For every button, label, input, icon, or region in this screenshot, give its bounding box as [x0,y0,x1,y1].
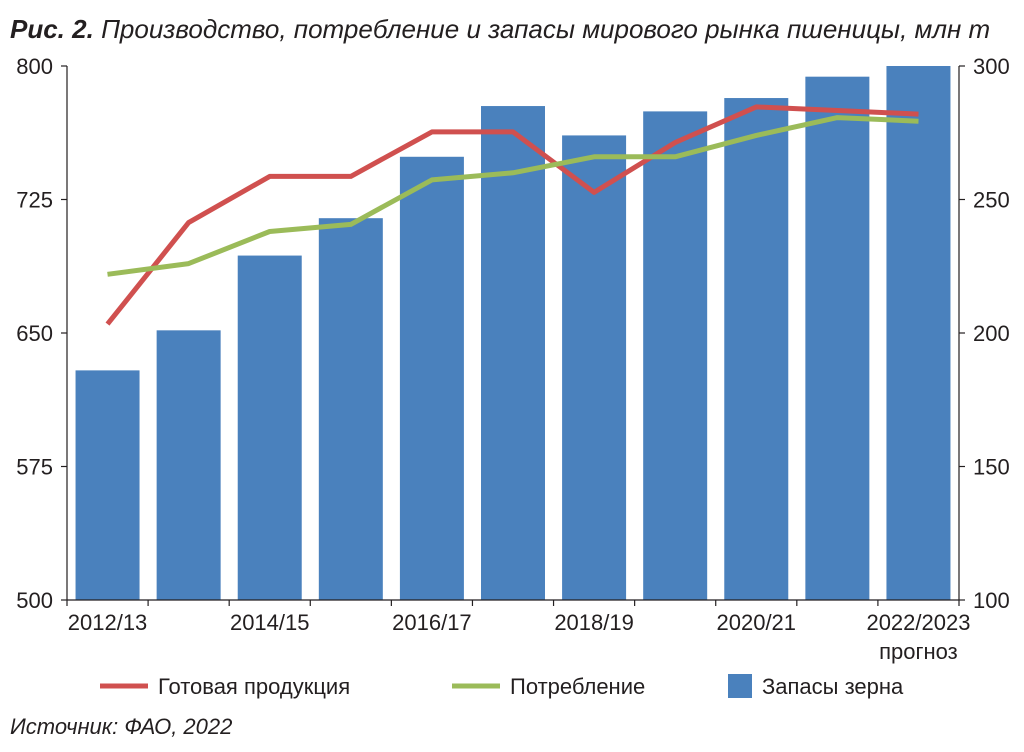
bar-stocks-10 [886,66,951,600]
legend-production-label: Готовая продукция [158,674,350,699]
bar-stocks-4 [399,156,464,600]
x-tick-label: 2018/19 [554,610,634,635]
title-text: Производство, потребление и запасы миров… [101,14,991,44]
x-tick-label: 2022/2023 [866,610,970,635]
y-left-tick-label: 500 [16,588,53,613]
lines-layer [105,104,919,326]
x-tick-label: 2014/15 [230,610,310,635]
legend-stocks-swatch [728,674,752,698]
bar-stocks-7 [643,111,708,600]
y-right-tick-label: 250 [973,188,1010,213]
source-note: Источник: ФАО, 2022 [10,714,233,739]
axes-layer: 800 725 650 575 500 300 250 200 150 100 2012/13 201… [16,54,1009,664]
x-tick-label: 2020/21 [717,610,797,635]
y-left-tick-label: 800 [16,54,53,79]
y-left-tick-label: 650 [16,321,53,346]
x-tick-sublabel: прогноз [879,639,958,664]
figure-number: Рис. 2. [10,14,94,44]
bar-stocks-3 [318,218,383,600]
line-production [105,104,919,326]
y-right-tick-label: 300 [973,54,1010,79]
line-consumption [107,115,919,277]
y-right-tick-label: 150 [973,455,1010,480]
y-right-tick-label: 200 [973,321,1010,346]
x-tick-label: 2016/17 [392,610,472,635]
bar-stocks-2 [237,255,302,600]
y-left-tick-label: 725 [16,188,53,213]
bars-layer [75,66,951,601]
bar-stocks-9 [805,76,870,601]
bar-stocks-1 [156,330,221,600]
legend-stocks-label: Запасы зерна [762,674,904,699]
x-tick-label: 2012/13 [68,610,148,635]
y-right-tick-label: 100 [973,588,1010,613]
chart-title: Рис. 2. Производство, потребление и запа… [10,14,990,45]
bar-stocks-8 [724,98,789,600]
y-left-tick-label: 575 [16,455,53,480]
bar-stocks-0 [75,370,140,600]
legend: Готовая продукция Потребление Запасы зерна [100,674,904,699]
legend-consumption-label: Потребление [510,674,645,699]
bar-stocks-5 [481,106,545,601]
bar-stocks-6 [562,135,627,601]
